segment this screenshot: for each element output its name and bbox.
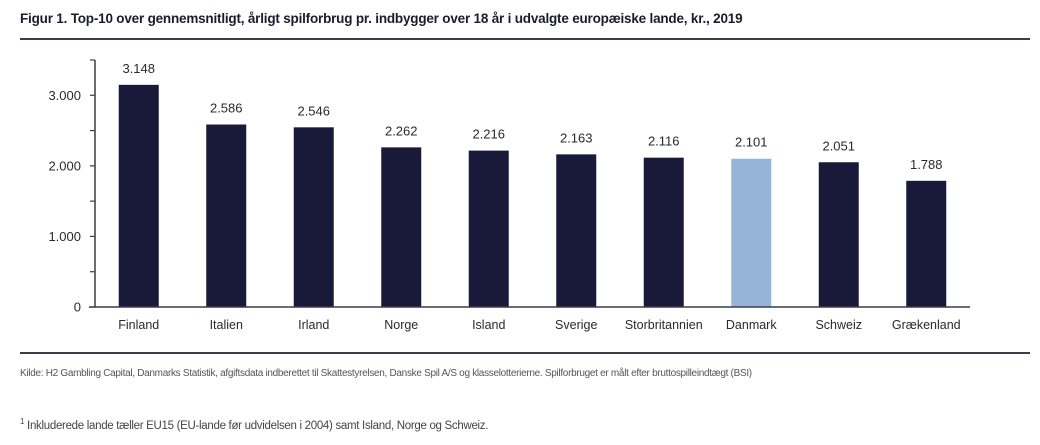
x-tick-label: Finland xyxy=(118,318,159,332)
data-label: 2.216 xyxy=(472,127,505,142)
title-divider xyxy=(20,38,1030,40)
bar-storbritannien xyxy=(643,157,684,307)
x-tick-label: Italien xyxy=(210,318,243,332)
footnote-text: Inkluderede lande tæller EU15 (EU-lande … xyxy=(24,419,489,432)
bar-irland xyxy=(293,127,334,308)
data-label: 2.101 xyxy=(735,135,768,150)
bar-finland xyxy=(118,84,159,307)
x-tick-label: Norge xyxy=(384,318,418,332)
data-label: 3.148 xyxy=(122,61,155,76)
bar-schweiz xyxy=(818,162,859,307)
y-tick-label: 1.000 xyxy=(48,229,81,244)
data-label: 2.051 xyxy=(822,138,855,153)
data-label: 2.546 xyxy=(297,103,330,118)
bar-grækenland xyxy=(906,180,947,307)
data-label: 2.586 xyxy=(210,101,243,116)
footnote-marker: 1 xyxy=(20,417,25,426)
x-tick-label: Storbritannien xyxy=(625,318,703,332)
bar-italien xyxy=(206,124,247,307)
footnote: 1 Inkluderede lande tæller EU15 (EU-land… xyxy=(20,417,488,432)
x-tick-label: Irland xyxy=(298,318,329,332)
source-note: Kilde: H2 Gambling Capital, Danmarks Sta… xyxy=(20,368,752,379)
y-tick-label: 3.000 xyxy=(48,88,81,103)
x-tick-label: Island xyxy=(472,318,505,332)
figure-title: Figur 1. Top-10 over gennemsnitligt, årl… xyxy=(20,11,743,26)
data-label: 2.262 xyxy=(385,123,418,138)
data-label: 2.116 xyxy=(648,134,680,149)
bar-island xyxy=(468,150,509,307)
bar-norge xyxy=(381,147,422,307)
bar-danmark xyxy=(731,158,772,307)
x-tick-label: Sverige xyxy=(555,318,597,332)
source-divider xyxy=(20,352,1030,354)
y-tick-label: 0 xyxy=(74,300,81,315)
bar-chart: 3.148 2.586 2.546 2.262 2.216 2.163 2.116 2.101… xyxy=(48,59,970,332)
data-label: 1.788 xyxy=(910,157,943,172)
x-tick-label: Grækenland xyxy=(892,318,961,332)
y-axis: 0 1.000 2.000 3.000 xyxy=(48,59,96,315)
data-label: 2.163 xyxy=(560,130,593,145)
data-labels-group: 3.148 2.586 2.546 2.262 2.216 2.163 2.116 2.101… xyxy=(122,61,942,172)
x-axis: Finland Italien Irland Norge Island Sverige St… xyxy=(89,306,970,332)
x-tick-label: Schweiz xyxy=(815,318,862,332)
x-tick-label: Danmark xyxy=(726,318,777,332)
bars-group xyxy=(118,84,947,308)
bar-sverige xyxy=(556,154,597,307)
y-tick-label: 2.000 xyxy=(48,158,81,173)
